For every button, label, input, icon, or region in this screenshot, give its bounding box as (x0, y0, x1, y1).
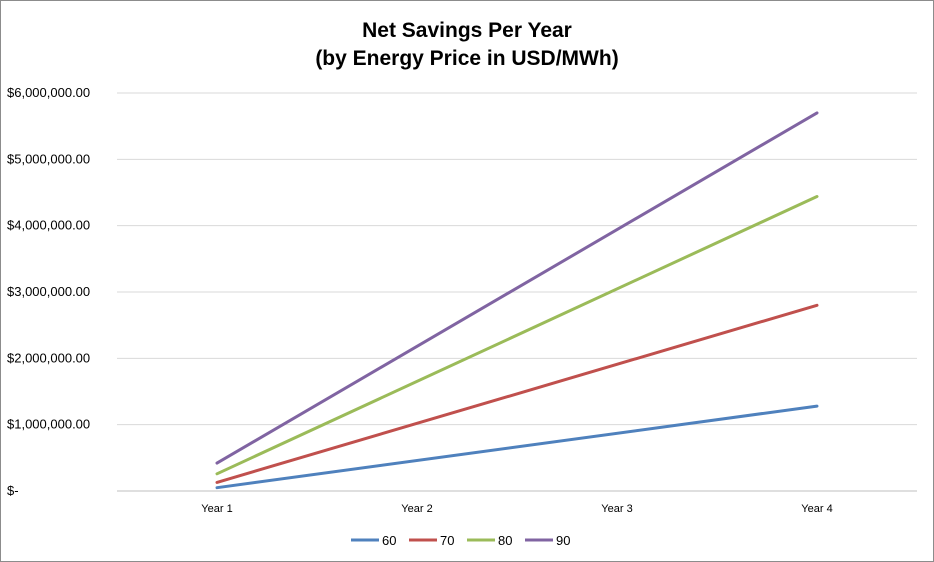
legend: 60 70 80 90 (351, 533, 570, 548)
legend-label-90: 90 (556, 533, 570, 548)
x-tick-label: Year 4 (801, 503, 832, 515)
y-tick-label: $- (7, 483, 19, 498)
y-tick-label: $5,000,000.00 (7, 151, 90, 166)
gridlines (117, 92, 917, 492)
chart-title-line-1: Net Savings Per Year (362, 19, 572, 42)
series-line-90 (215, 111, 819, 465)
x-tick-label: Year 1 (201, 503, 232, 515)
chart-title: Net Savings Per Year (by Energy Price in… (315, 19, 618, 70)
y-tick-label: $3,000,000.00 (7, 284, 90, 299)
x-tick-label: Year 2 (401, 503, 432, 515)
y-tick-label: $1,000,000.00 (7, 417, 90, 432)
series-line-60 (215, 404, 819, 490)
series-line-70 (215, 303, 819, 484)
series-line-80 (215, 195, 819, 476)
legend-label-70: 70 (440, 533, 454, 548)
y-axis-tick-labels: $- $1,000,000.00 $2,000,000.00 $3,000,000.0… (7, 85, 90, 498)
legend-label-80: 80 (498, 533, 512, 548)
legend-label-60: 60 (382, 533, 396, 548)
x-tick-label: Year 3 (601, 503, 632, 515)
chart-title-line-2: (by Energy Price in USD/MWh) (315, 47, 618, 70)
series-lines (215, 111, 819, 490)
x-axis-tick-labels: Year 1 Year 2 Year 3 Year 4 (201, 503, 832, 515)
y-tick-label: $2,000,000.00 (7, 350, 90, 365)
y-tick-label: $4,000,000.00 (7, 218, 90, 233)
y-tick-label: $6,000,000.00 (7, 85, 90, 100)
